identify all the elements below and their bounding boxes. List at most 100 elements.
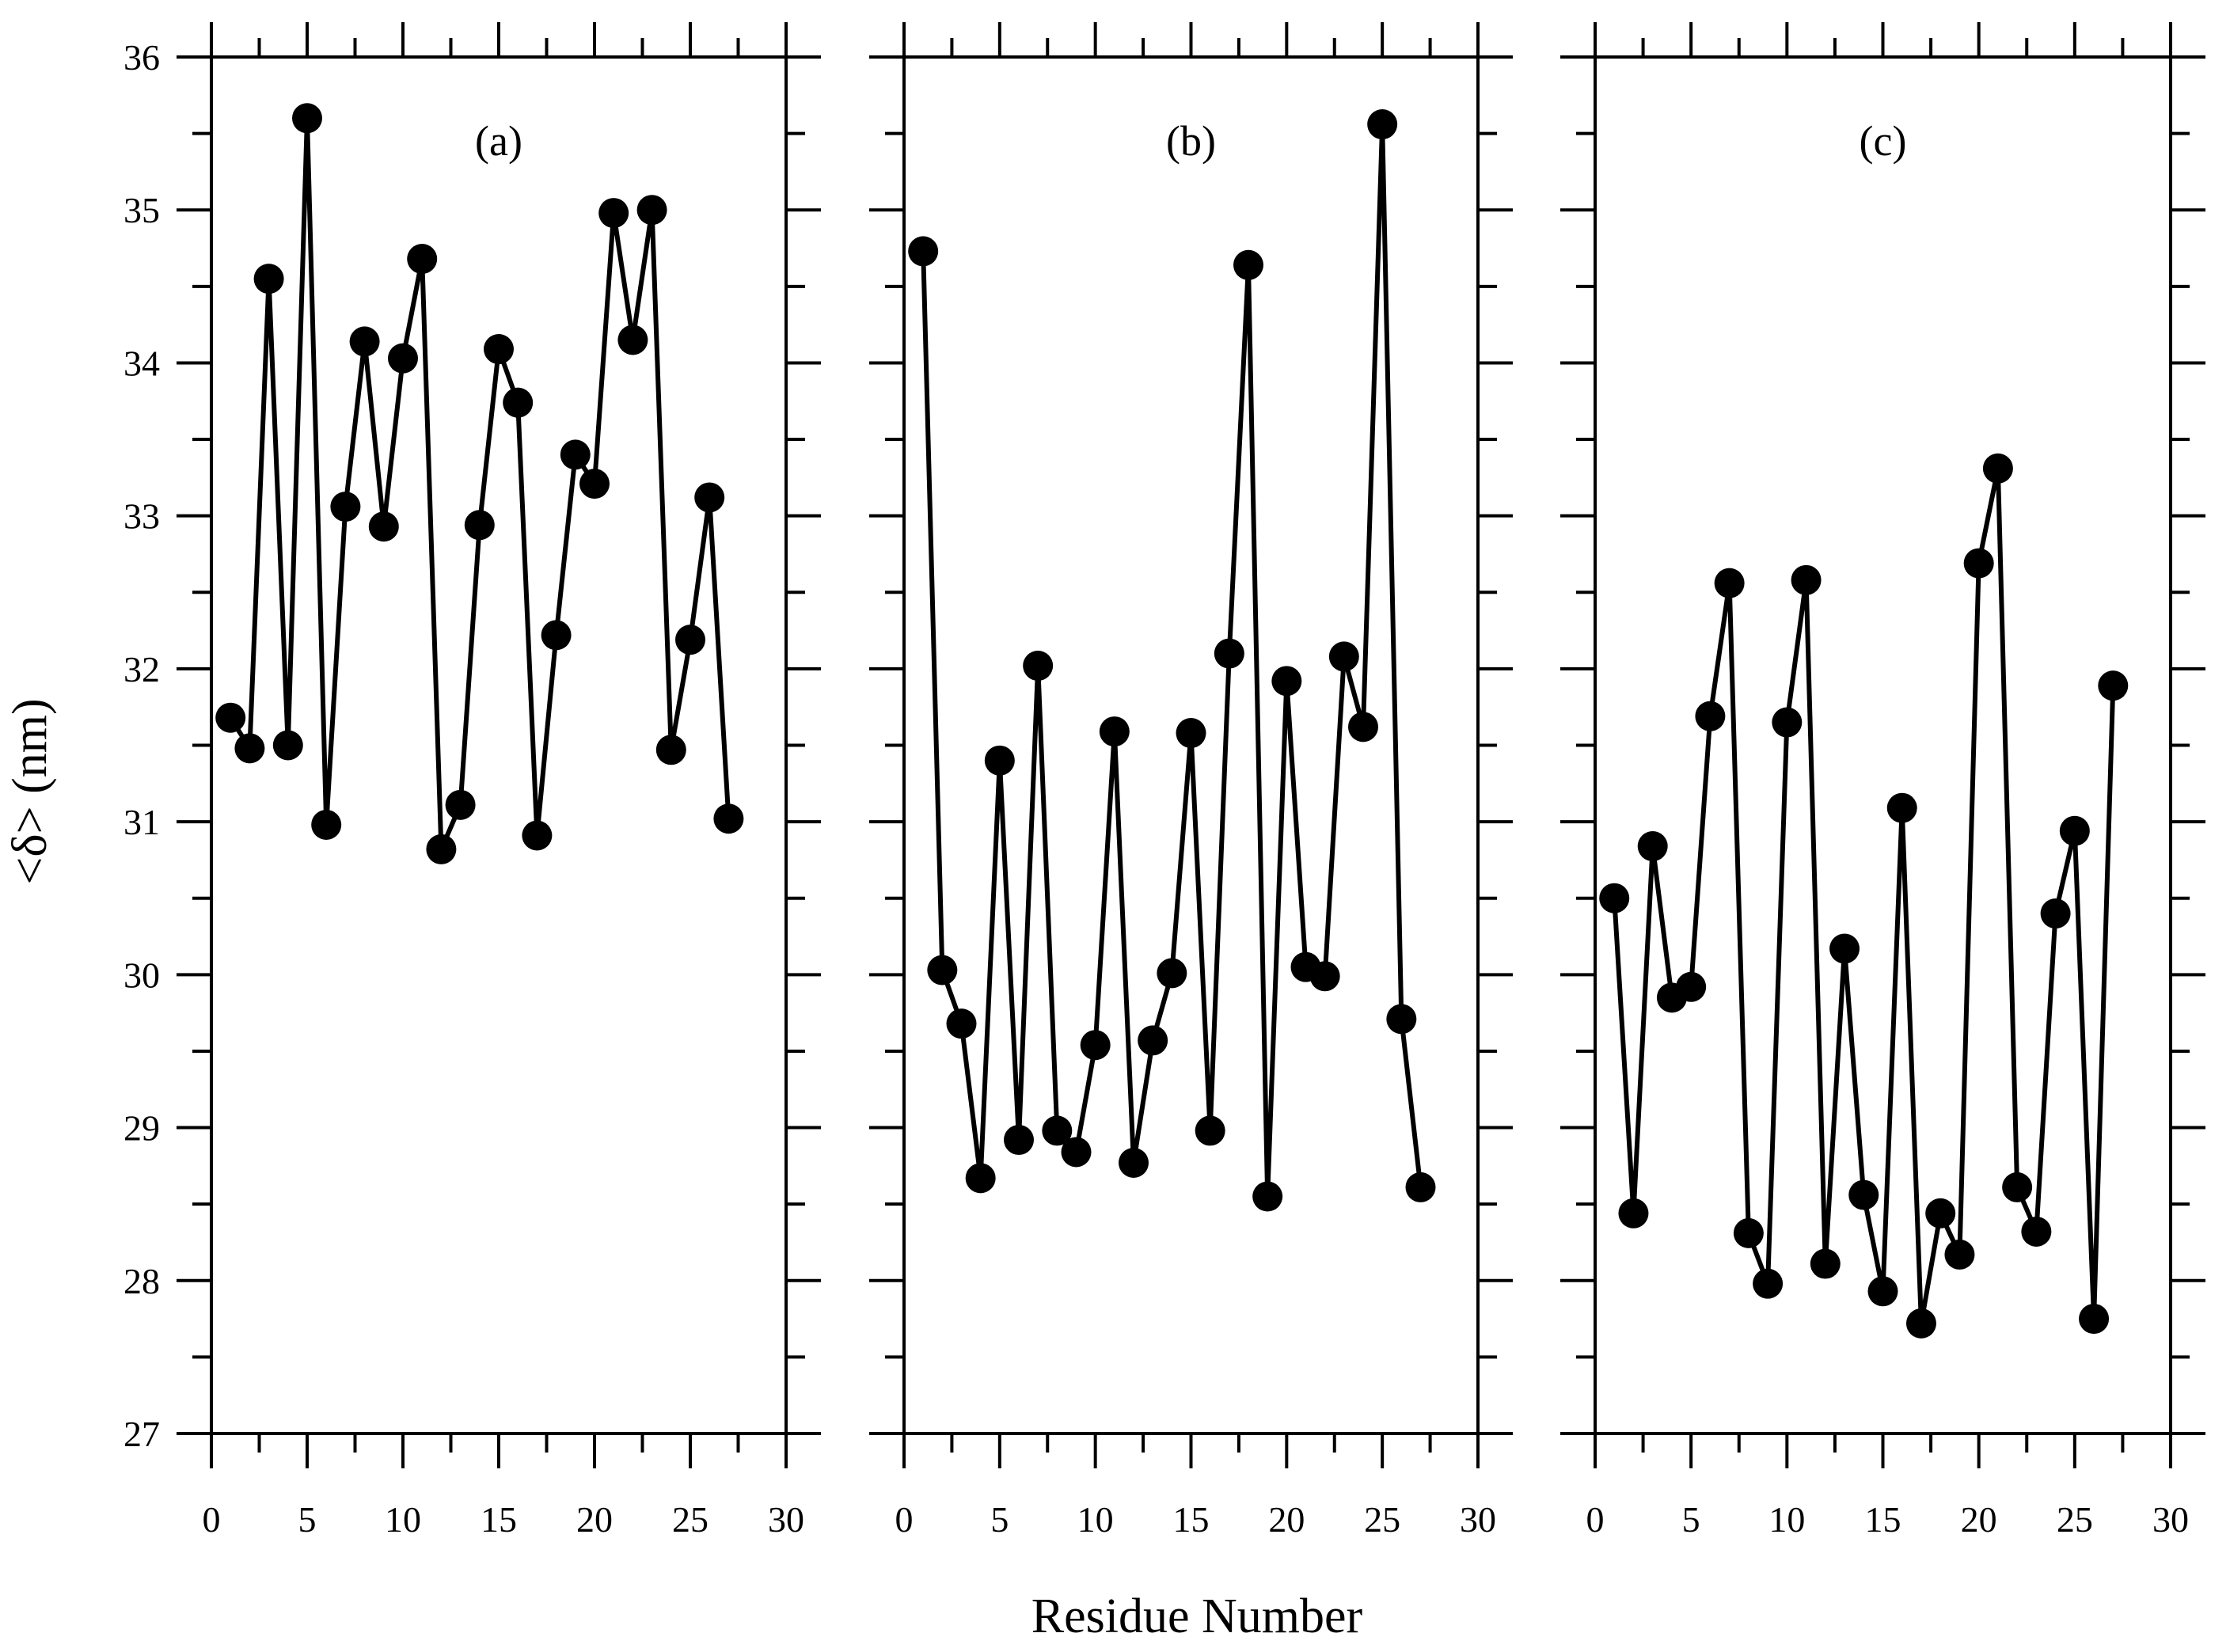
- data-point: [2059, 815, 2090, 846]
- x-tick-label: 25: [672, 1499, 709, 1540]
- panel-label: (a): [475, 117, 522, 165]
- data-point: [1157, 958, 1187, 989]
- data-point: [272, 730, 303, 761]
- data-point: [1599, 883, 1630, 913]
- data-point: [2079, 1304, 2110, 1335]
- data-point: [1004, 1125, 1034, 1156]
- data-point: [1618, 1198, 1649, 1229]
- data-point: [1905, 1308, 1936, 1339]
- data-point: [617, 325, 648, 355]
- data-point: [636, 195, 667, 226]
- data-point: [368, 511, 399, 542]
- x-tick-label: 25: [1364, 1499, 1400, 1540]
- data-point: [464, 510, 495, 541]
- x-tick-label: 25: [2057, 1499, 2093, 1540]
- x-tick-label: 10: [1077, 1499, 1114, 1540]
- x-tick-label: 0: [203, 1499, 221, 1540]
- x-tick-label: 20: [1961, 1499, 1997, 1540]
- data-point: [1944, 1239, 1975, 1270]
- panel-2: 0 5 10 15 20 25 30 (b): [869, 22, 1513, 1540]
- y-tick-label: 28: [123, 1261, 160, 1301]
- data-point: [1810, 1248, 1841, 1279]
- x-tick-label: 10: [385, 1499, 421, 1540]
- data-point: [1042, 1115, 1073, 1146]
- data-point: [1214, 638, 1244, 669]
- x-tick-label: 15: [1865, 1499, 1901, 1540]
- x-tick-label: 30: [768, 1499, 804, 1540]
- data-point: [1023, 651, 1054, 682]
- x-tick-label: 20: [576, 1499, 613, 1540]
- data-point: [522, 820, 553, 851]
- data-point: [292, 103, 322, 134]
- data-point: [1714, 568, 1745, 598]
- x-tick-label: 5: [1682, 1499, 1700, 1540]
- data-point: [1271, 666, 1302, 697]
- data-point: [927, 955, 958, 986]
- data-point: [1982, 453, 2013, 484]
- data-point: [1925, 1198, 1956, 1229]
- y-tick-label: 27: [123, 1414, 160, 1454]
- x-tick-label: 10: [1768, 1499, 1805, 1540]
- y-tick-label: 31: [123, 802, 160, 842]
- data-point: [2098, 670, 2129, 701]
- data-point: [311, 809, 342, 840]
- data-point: [349, 326, 380, 357]
- data-point: [1886, 792, 1917, 823]
- data-point: [655, 735, 686, 765]
- data-point: [1753, 1268, 1784, 1299]
- x-tick-label: 0: [895, 1499, 914, 1540]
- data-point: [2002, 1172, 2033, 1202]
- data-point: [1829, 933, 1860, 964]
- data-point: [388, 343, 418, 374]
- data-point: [1848, 1179, 1879, 1210]
- data-point: [946, 1008, 977, 1039]
- data-point: [984, 745, 1015, 776]
- data-point: [1867, 1276, 1898, 1307]
- data-point: [1176, 718, 1206, 749]
- data-point: [484, 334, 514, 365]
- x-tick-label: 15: [1173, 1499, 1210, 1540]
- panel-1: 0 5 10 15 20 25 30 27 28 29 30 31 32 33 34 35 36 (a): [123, 22, 821, 1540]
- panel-3: 0 5 10 15 20 25 30 (c): [1560, 22, 2205, 1540]
- data-point: [579, 469, 610, 499]
- series-line: [228, 118, 731, 851]
- data-point: [503, 387, 534, 418]
- data-point: [2040, 898, 2071, 929]
- y-tick-label: 36: [123, 37, 160, 78]
- data-point: [426, 834, 457, 864]
- x-tick-label: 0: [1586, 1499, 1605, 1540]
- y-tick-label: 30: [123, 955, 160, 995]
- y-tick-label: 35: [123, 190, 160, 230]
- data-point: [1348, 712, 1378, 742]
- y-tick-label: 29: [123, 1108, 160, 1149]
- data-point: [2021, 1216, 2052, 1247]
- data-point: [1080, 1030, 1111, 1061]
- data-point: [1405, 1172, 1436, 1202]
- data-point: [1791, 564, 1822, 595]
- data-point: [1328, 641, 1359, 672]
- data-point: [1386, 1004, 1417, 1035]
- y-tick-label: 32: [123, 649, 160, 689]
- x-tick-label: 5: [298, 1499, 317, 1540]
- data-point: [1367, 109, 1398, 140]
- data-point: [713, 803, 744, 834]
- data-point: [1099, 716, 1130, 747]
- data-point: [1252, 1181, 1283, 1212]
- y-tick-label: 33: [123, 496, 160, 537]
- data-point: [1138, 1025, 1168, 1056]
- x-tick-label: 20: [1268, 1499, 1305, 1540]
- data-point: [1676, 971, 1707, 1002]
- data-point: [1772, 707, 1803, 738]
- data-point: [407, 244, 438, 275]
- data-point: [1061, 1137, 1092, 1168]
- y-axis-title: <δ> (nm): [3, 698, 57, 884]
- data-point: [598, 198, 629, 229]
- data-point: [445, 789, 476, 820]
- data-point: [215, 702, 246, 733]
- data-point: [965, 1163, 996, 1194]
- data-point: [234, 733, 265, 764]
- x-tick-label: 30: [1460, 1499, 1496, 1540]
- y-tick-label: 34: [123, 343, 160, 383]
- data-point: [908, 236, 939, 267]
